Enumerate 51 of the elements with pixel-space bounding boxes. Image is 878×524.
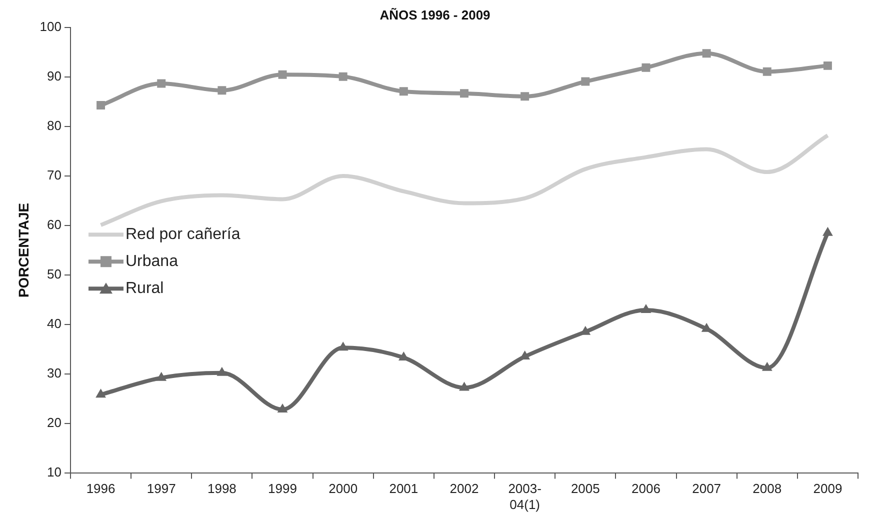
- line-series: [98, 133, 830, 227]
- point: [520, 92, 530, 101]
- y-tick-label: 20: [47, 414, 62, 430]
- x-tick-label: 2005: [570, 481, 600, 496]
- x-tick-label: 2002: [450, 481, 479, 496]
- x-tick-label: 2009: [813, 481, 842, 496]
- point: [823, 61, 832, 70]
- chart-title: AÑOS 1996 - 2009: [380, 7, 490, 22]
- y-tick-label: 70: [47, 168, 62, 183]
- point: [460, 89, 468, 98]
- point: [96, 388, 106, 398]
- point: [96, 101, 106, 110]
- point: [640, 304, 652, 314]
- legend-label: Urbana: [125, 253, 178, 270]
- point: [338, 342, 348, 351]
- point: [338, 72, 348, 81]
- y-tick-label: 30: [47, 365, 62, 380]
- y-tick-label: 60: [47, 217, 62, 232]
- legend-label: Rural: [125, 280, 164, 298]
- point: [156, 372, 167, 381]
- x-tick-label: 2003-04(1): [508, 481, 542, 512]
- x-tick-label: 1997: [146, 481, 176, 496]
- point: [762, 362, 772, 371]
- x-tick-label: 2000: [328, 481, 358, 496]
- y-tick-label: 40: [47, 316, 62, 331]
- point: [278, 70, 287, 79]
- y-tick-label: 80: [47, 118, 62, 134]
- point: [216, 366, 228, 376]
- y-tick-label: 100: [40, 19, 62, 34]
- x-tick-label: 1996: [86, 481, 116, 496]
- x-tick-label: 2006: [632, 481, 660, 496]
- y-tick-label: 10: [47, 464, 62, 480]
- x-tick-label: 2007: [692, 481, 722, 496]
- point: [642, 63, 650, 72]
- x-tick-label: 1998: [207, 481, 236, 496]
- y-axis-title: PORCENTAJE: [15, 202, 32, 298]
- y-tick-label: 50: [47, 266, 62, 282]
- point: [822, 226, 833, 236]
- point: [157, 79, 166, 88]
- point: [762, 67, 772, 76]
- point: [218, 86, 226, 95]
- point: [459, 382, 470, 391]
- point: [581, 77, 590, 86]
- x-tick-label: 2008: [752, 481, 782, 496]
- y-tick-label: 90: [47, 68, 62, 84]
- x-tick-label: 1999: [268, 481, 297, 496]
- point: [399, 87, 408, 96]
- legend-label: Red por cañería: [125, 226, 240, 244]
- x-tick-label: 2001: [389, 481, 418, 496]
- point: [702, 49, 711, 58]
- point: [277, 403, 288, 412]
